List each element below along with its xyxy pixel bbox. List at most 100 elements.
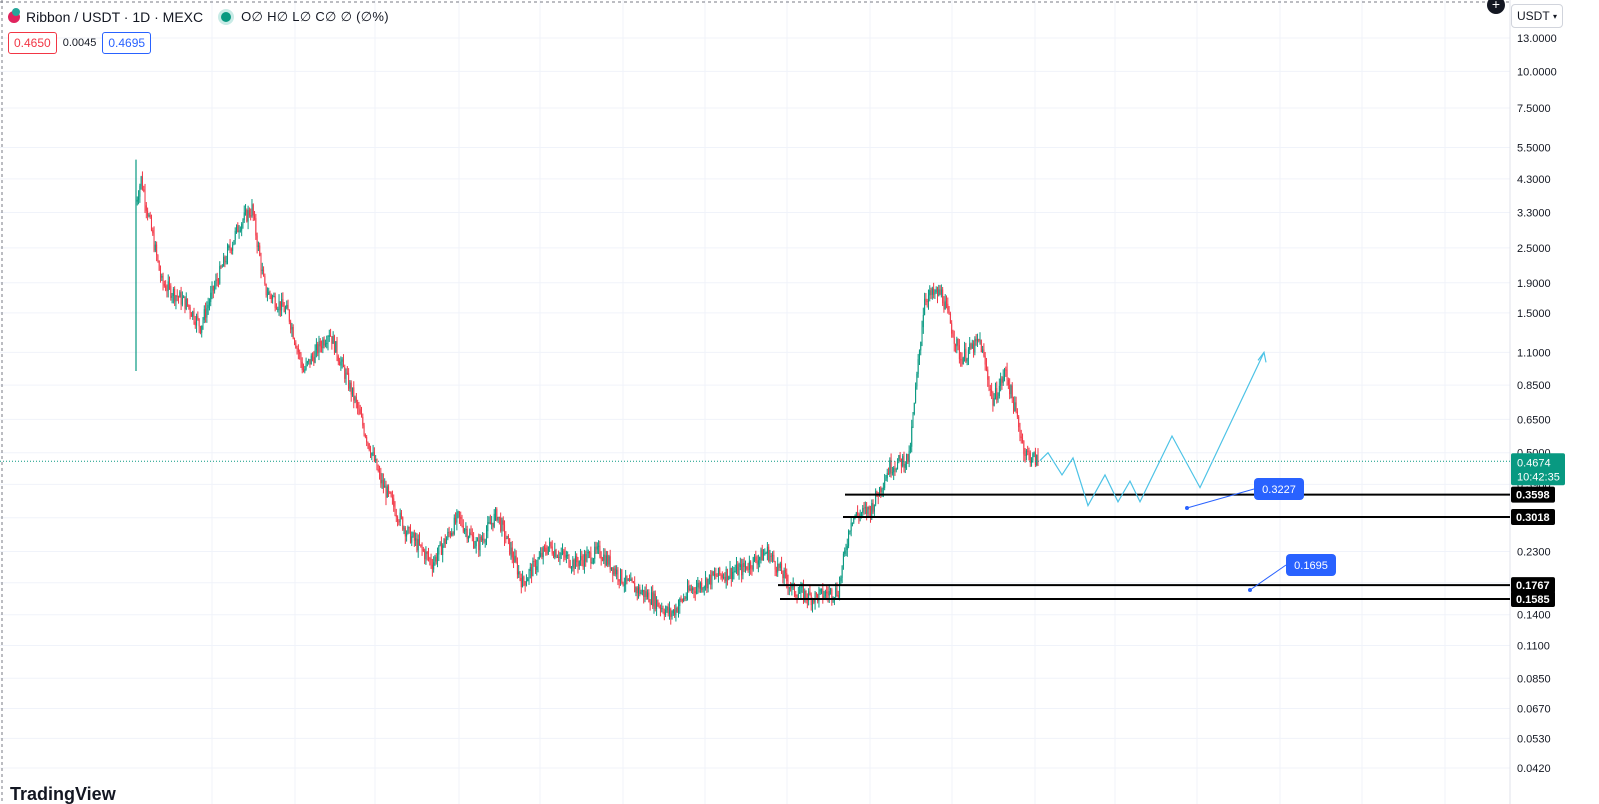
candle-body [911,426,913,447]
candle-body [496,508,498,521]
candle-body [681,599,683,602]
countdown-label: 10:42:35 [1517,471,1560,483]
candle-body [701,582,703,591]
price-axis-tags: 0.4674 10:42:35 0.3598 0.3018 0.1767 0.1585 [1511,453,1565,607]
candle-body [319,341,321,347]
candle-body [888,472,890,475]
candle-body [687,586,689,597]
candle-body [726,568,728,580]
sell-price-button[interactable]: 0.4650 [8,32,57,54]
candle-body [482,538,484,541]
candle-body [631,578,633,582]
candle-body [582,559,584,567]
candle-body [748,561,750,570]
candle-body [1018,416,1020,428]
candle-body [203,309,205,320]
candle-body [324,343,326,346]
add-icon[interactable]: + [1487,0,1505,14]
candle-body [906,453,908,464]
candle-body [148,215,150,217]
buy-price-button[interactable]: 0.4695 [102,32,152,54]
candle-body [885,478,887,481]
candle-body [630,578,632,581]
currency-selector[interactable]: USDT ▾ [1511,4,1563,28]
candle-body [480,536,482,541]
candle-body [997,396,999,400]
candle-body [927,295,929,303]
candle-body [728,576,730,580]
candle-body [738,566,740,576]
candle-body [683,597,685,602]
candle-body [1007,379,1009,386]
candle-body [936,289,938,296]
candle-body [448,531,450,533]
candle-body [217,280,219,284]
candle-body [627,579,629,581]
candle-body [257,245,259,247]
candle-body [855,512,857,517]
candle-body [881,489,883,493]
candle-body [185,298,187,310]
candle-body [949,313,951,324]
candle-body [399,512,401,523]
tradingview-watermark: TradingView [10,784,116,804]
candle-body [514,555,516,563]
candle-body [391,496,393,499]
candle-body [172,289,174,296]
candle-body [815,592,817,595]
candle-body [336,341,338,357]
y-tick-label: 1.5000 [1517,308,1551,320]
candle-body [587,552,589,554]
candle-body [340,361,342,366]
candle-body [951,323,953,334]
candle-body [764,553,766,555]
candle-body [689,588,691,591]
candle-body [270,295,272,300]
candle-body [578,561,580,567]
candle-body [317,344,319,354]
candle-body [201,325,203,333]
candle-body [371,452,373,456]
candle-body [328,335,330,337]
candle-body [711,571,713,585]
candle-body [821,588,823,590]
candle-body [746,566,748,570]
candle-body [899,455,901,459]
candle-body [505,538,507,540]
candle-body [705,578,707,587]
candle-body [784,569,786,573]
candle-body [1033,452,1035,454]
candle-body [921,327,923,343]
candle-body [836,587,838,595]
candle-body [804,590,806,601]
candle-body [725,568,727,582]
candle-body [529,567,531,571]
candle-body [471,534,473,537]
candle-body [358,408,360,410]
candle-body [224,256,226,263]
candle-body [1022,438,1024,442]
candle-body [586,553,588,562]
candle-body [743,562,745,568]
candle-body [464,529,466,532]
candle-body [685,596,687,599]
symbol-title[interactable]: Ribbon / USDT · 1D · MEXC [26,9,204,25]
candle-body [890,460,892,473]
candle-body [458,511,460,518]
candle-body [808,591,810,601]
candle-body [993,397,995,406]
candle-body [312,355,314,358]
candle-body [560,553,562,555]
candle-body [523,576,525,582]
candle-body [230,248,232,251]
candle-body [275,307,277,310]
candle-body [984,355,986,365]
candle-body [165,285,167,291]
candle-body [1006,369,1008,380]
candle-body [1019,427,1021,437]
candle-body [666,606,668,611]
candle-body [714,573,716,576]
candle-body [650,592,652,605]
candle-body [876,491,878,496]
